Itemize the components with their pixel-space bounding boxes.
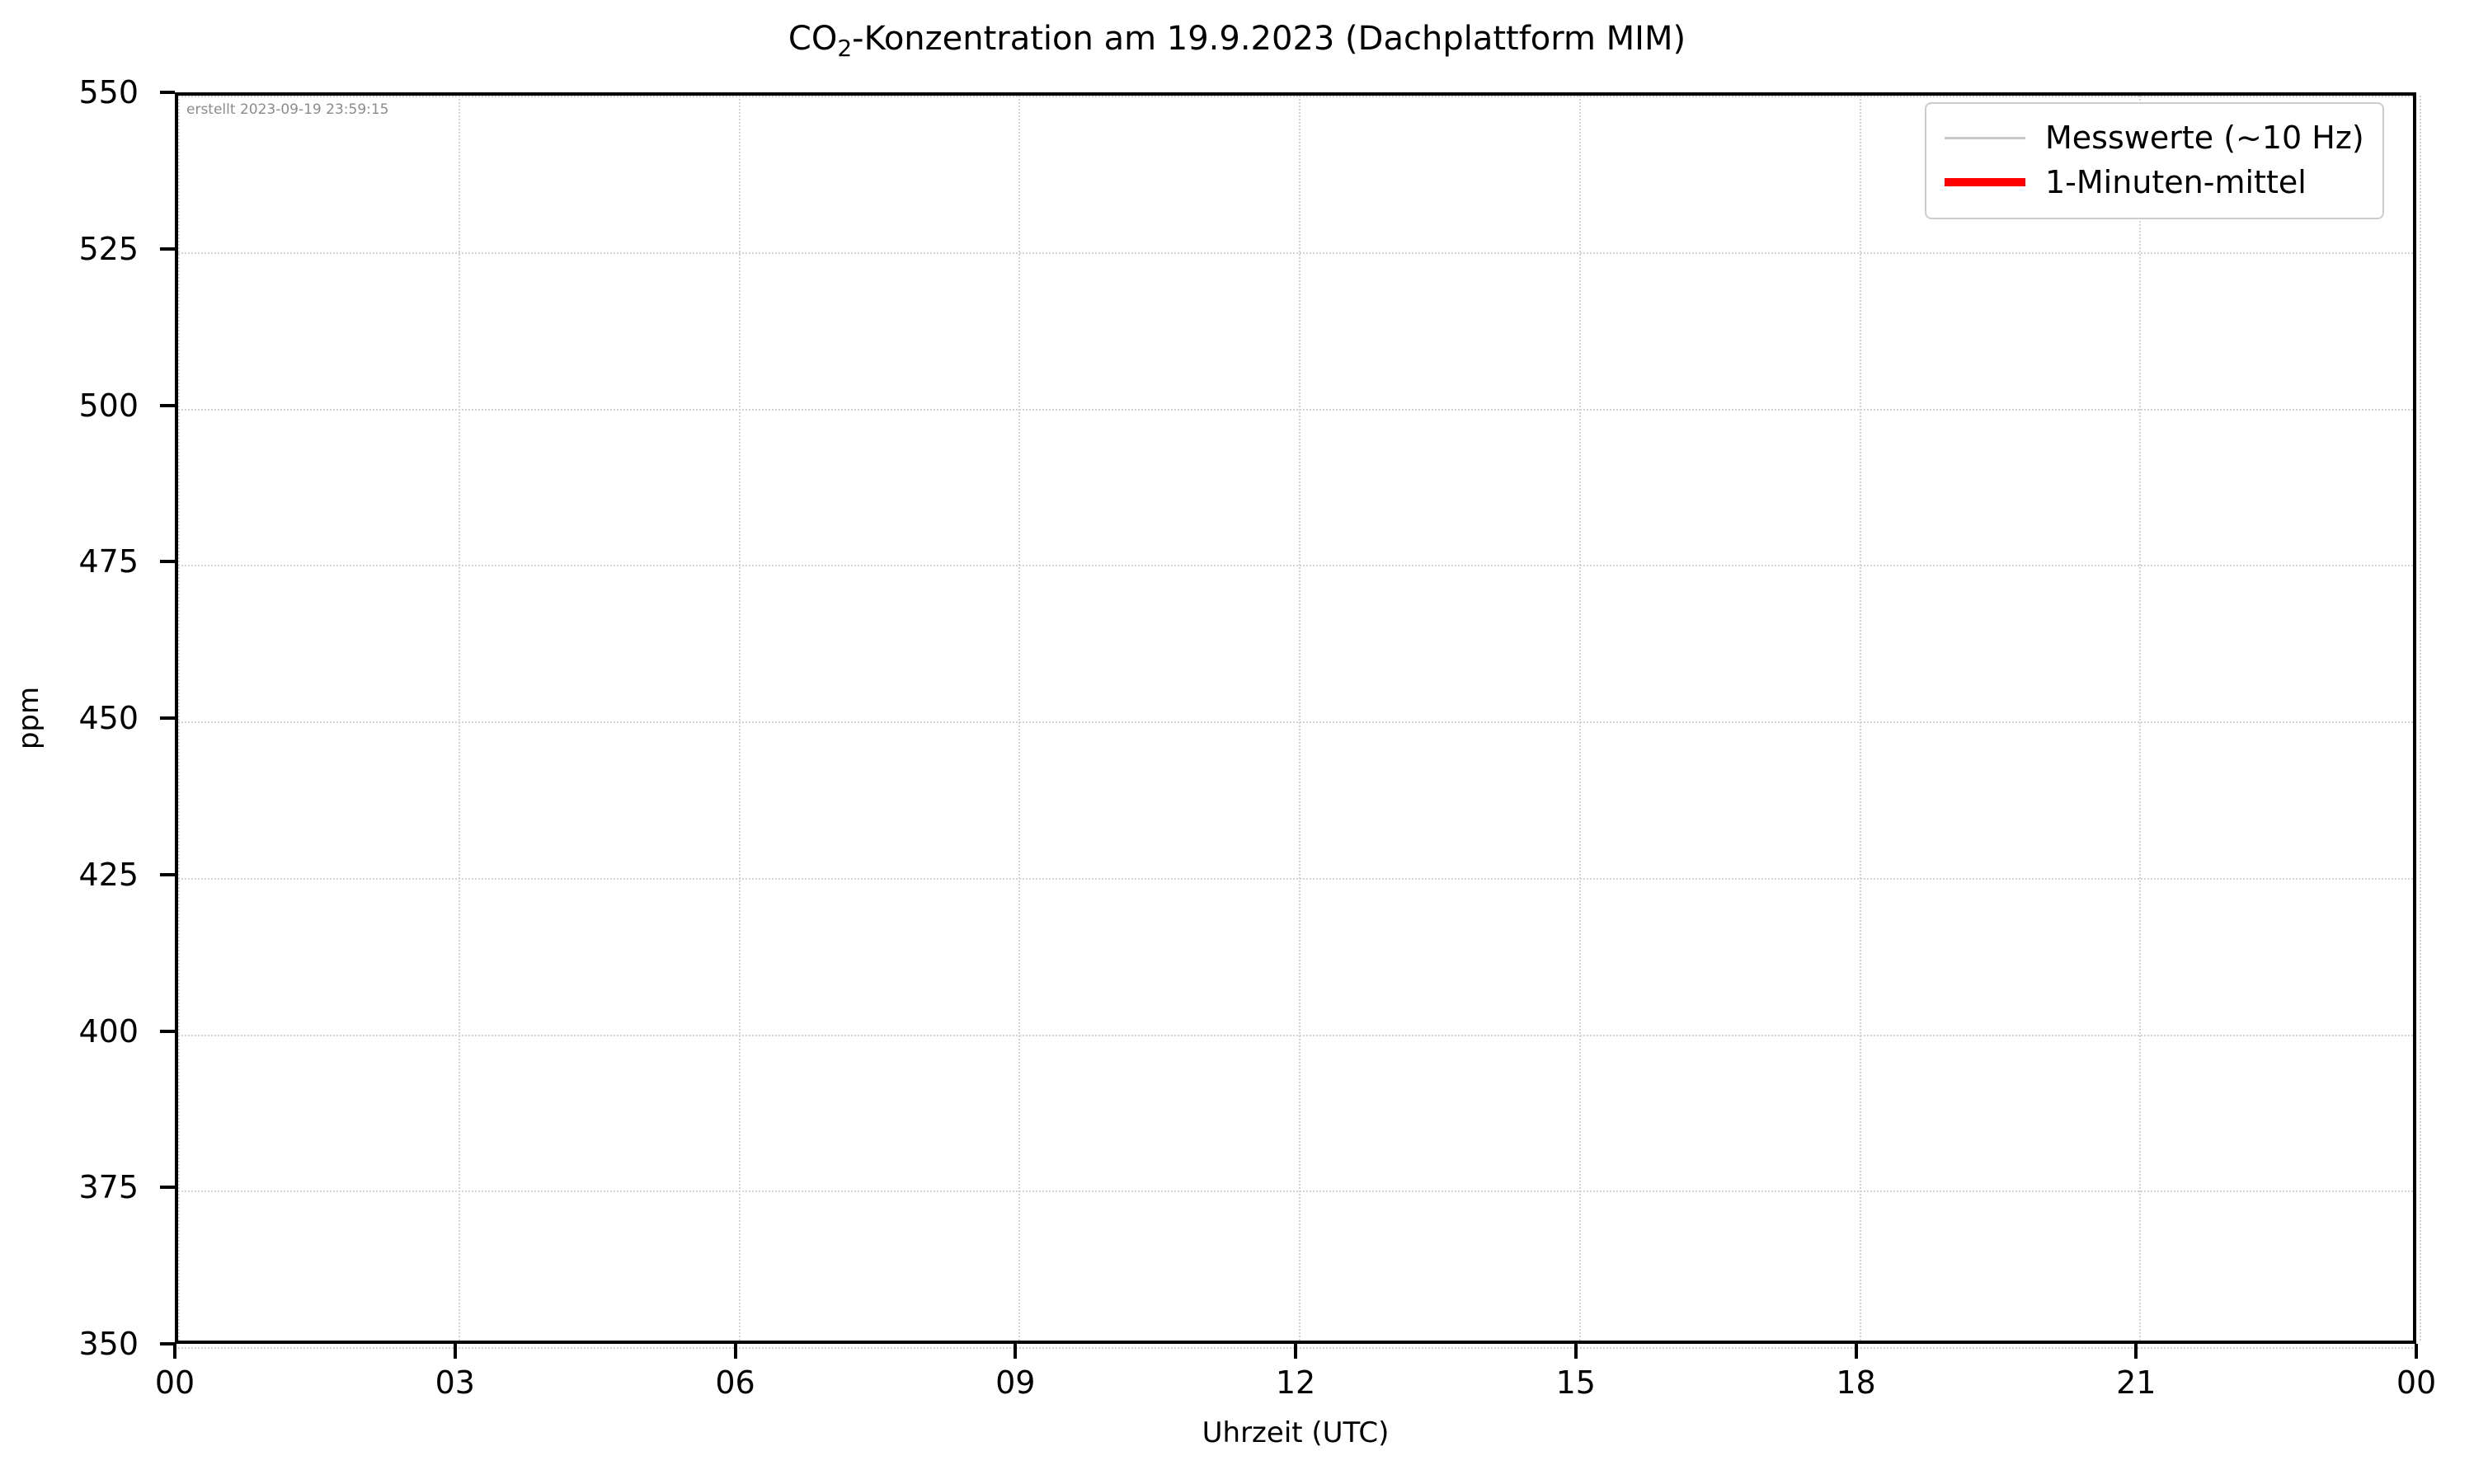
chart-title: CO2-Konzentration am 19.9.2023 (Dachplat… — [0, 18, 2474, 63]
x-tick-label: 06 — [715, 1364, 755, 1401]
chart-title-suffix: -Konzentration am 19.9.2023 (Dachplattfo… — [852, 20, 1686, 58]
y-axis-label: ppm — [12, 686, 45, 750]
gridline-vertical — [1859, 96, 1861, 1341]
x-tick-mark — [1014, 1344, 1018, 1359]
y-axis-ticks: 350 375 400 425 450 475 500 525 550 — [0, 77, 175, 1360]
chart-title-prefix: CO — [788, 20, 838, 58]
x-tick-label: 12 — [1275, 1364, 1316, 1401]
gridline-horizontal — [178, 251, 2413, 254]
gridline-horizontal — [178, 1190, 2413, 1193]
gridlines — [178, 96, 2421, 1349]
gridline-vertical — [458, 96, 460, 1341]
y-tick-label: 500 — [78, 387, 139, 424]
y-tick-label: 475 — [78, 543, 139, 580]
y-tick-label: 525 — [78, 230, 139, 267]
y-tick-mark — [160, 716, 175, 720]
x-tick-label: 00 — [2396, 1364, 2437, 1401]
gridline-vertical — [2420, 96, 2421, 1341]
gridline-vertical — [738, 96, 741, 1341]
x-tick-mark — [733, 1344, 737, 1359]
y-tick-mark — [160, 91, 175, 94]
x-tick-mark — [2415, 1344, 2418, 1359]
y-tick-mark — [160, 1186, 175, 1190]
x-tick-mark — [1573, 1344, 1578, 1359]
gridline-horizontal — [178, 96, 2413, 97]
y-tick-label: 450 — [78, 700, 139, 736]
gridline-vertical — [1299, 96, 1300, 1341]
x-tick-mark — [173, 1344, 176, 1359]
x-tick-label: 18 — [1836, 1364, 1876, 1401]
x-tick-mark — [1854, 1344, 1858, 1359]
y-tick-label: 400 — [78, 1012, 139, 1050]
x-tick-label: 15 — [1555, 1364, 1596, 1401]
y-tick-mark — [160, 247, 175, 251]
y-tick-label: 375 — [78, 1169, 139, 1206]
x-tick-label: 00 — [154, 1364, 195, 1401]
y-tick-label: 550 — [78, 74, 139, 110]
series-svg — [178, 96, 2420, 1347]
x-tick-label: 21 — [2116, 1364, 2157, 1401]
x-tick-mark — [1294, 1344, 1297, 1359]
gridline-vertical — [1578, 96, 1581, 1341]
legend-label: 1-Minuten-mittel — [2045, 164, 2307, 200]
gridline-vertical — [178, 96, 180, 1341]
y-tick-mark — [160, 403, 175, 407]
y-tick-mark — [160, 872, 175, 876]
gridline-horizontal — [178, 877, 2413, 880]
legend-label: Messwerte (~10 Hz) — [2045, 120, 2364, 156]
gridline-vertical — [1018, 96, 1021, 1341]
y-tick-mark — [160, 1342, 175, 1345]
gridline-horizontal — [178, 1034, 2413, 1036]
plot-area[interactable]: erstellt 2023-09-19 23:59:15 — [175, 92, 2421, 1349]
chart-legend[interactable]: Messwerte (~10 Hz) 1-Minuten-mittel — [1925, 102, 2384, 219]
x-axis-ticks: 00 03 06 09 12 15 18 21 00 — [155, 1344, 2436, 1418]
x-tick-mark — [453, 1344, 457, 1359]
y-tick-mark — [160, 1029, 175, 1033]
legend-entry[interactable]: 1-Minuten-mittel — [1945, 160, 2364, 204]
y-tick-label: 425 — [78, 856, 139, 893]
y-tick-mark — [160, 560, 175, 564]
x-tick-label: 03 — [435, 1364, 475, 1401]
y-tick-label: 350 — [78, 1326, 139, 1362]
x-tick-mark — [2134, 1344, 2138, 1359]
gridline-vertical — [2139, 96, 2142, 1341]
legend-line-swatch — [1945, 136, 2025, 139]
gridline-horizontal — [178, 721, 2413, 723]
data-series-layer — [178, 96, 2413, 1341]
legend-entry[interactable]: Messwerte (~10 Hz) — [1945, 115, 2364, 160]
x-axis-label: Uhrzeit (UTC) — [1202, 1416, 1390, 1449]
legend-line-swatch — [1945, 178, 2025, 186]
creation-timestamp-annotation: erstellt 2023-09-19 23:59:15 — [186, 101, 389, 118]
chart-title-subscript: 2 — [837, 35, 853, 63]
x-tick-label: 09 — [995, 1364, 1036, 1401]
gridline-horizontal — [178, 565, 2413, 567]
gridline-horizontal — [178, 408, 2413, 411]
